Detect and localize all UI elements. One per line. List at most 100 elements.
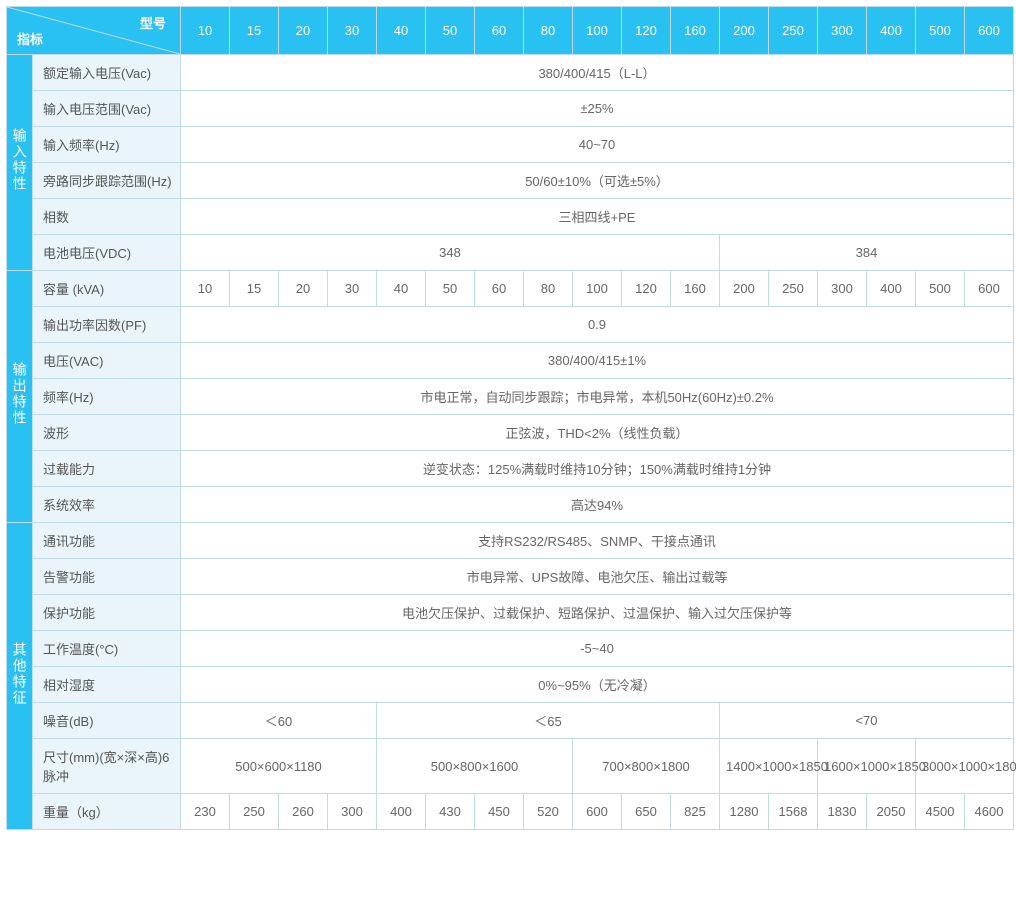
cell: 400 bbox=[377, 794, 426, 830]
row-value: 逆变状态：125%满载时维持10分钟；150%满载时维持1分钟 bbox=[181, 451, 1014, 487]
row-value: 支持RS232/RS485、SNMP、干接点通讯 bbox=[181, 523, 1014, 559]
row-label: 输入电压范围(Vac) bbox=[33, 91, 181, 127]
row-value: 500×600×1180 bbox=[181, 739, 377, 794]
cell: 230 bbox=[181, 794, 230, 830]
model-col: 60 bbox=[475, 7, 524, 55]
table-row: 输出特性 容量 (kVA) 10 15 20 30 40 50 60 80 10… bbox=[7, 271, 1014, 307]
table-row: 相对湿度 0%~95%（无冷凝） bbox=[7, 667, 1014, 703]
table-row: 重量（kg） 230 250 260 300 400 430 450 520 6… bbox=[7, 794, 1014, 830]
model-axis-label: 型号 bbox=[140, 13, 166, 32]
cell: 400 bbox=[867, 271, 916, 307]
cell: 40 bbox=[377, 271, 426, 307]
row-label: 保护功能 bbox=[33, 595, 181, 631]
row-value: ＜65 bbox=[377, 703, 720, 739]
row-value: ＜60 bbox=[181, 703, 377, 739]
cell: 825 bbox=[671, 794, 720, 830]
cell: 30 bbox=[328, 271, 377, 307]
row-value: 50/60±10%（可选±5%） bbox=[181, 163, 1014, 199]
row-value: 正弦波，THD<2%（线性负载） bbox=[181, 415, 1014, 451]
table-row: 电压(VAC) 380/400/415±1% bbox=[7, 343, 1014, 379]
cell: 15 bbox=[230, 271, 279, 307]
cell: 100 bbox=[573, 271, 622, 307]
row-value: 348 bbox=[181, 235, 720, 271]
row-value: 40~70 bbox=[181, 127, 1014, 163]
cell: 1568 bbox=[769, 794, 818, 830]
cell: 260 bbox=[279, 794, 328, 830]
row-label: 旁路同步跟踪范围(Hz) bbox=[33, 163, 181, 199]
table-row: 输入特性 额定输入电压(Vac) 380/400/415（L-L） bbox=[7, 55, 1014, 91]
cell: 4600 bbox=[965, 794, 1014, 830]
row-value: <70 bbox=[720, 703, 1014, 739]
cell: 80 bbox=[524, 271, 573, 307]
cell: 4500 bbox=[916, 794, 965, 830]
row-label: 波形 bbox=[33, 415, 181, 451]
cell: 450 bbox=[475, 794, 524, 830]
row-label: 系统效率 bbox=[33, 487, 181, 523]
table-row: 输入频率(Hz) 40~70 bbox=[7, 127, 1014, 163]
row-value: 500×800×1600 bbox=[377, 739, 573, 794]
row-value: 380/400/415（L-L） bbox=[181, 55, 1014, 91]
model-col: 100 bbox=[573, 7, 622, 55]
table-row: 其他特征 通讯功能 支持RS232/RS485、SNMP、干接点通讯 bbox=[7, 523, 1014, 559]
table-row: 系统效率 高达94% bbox=[7, 487, 1014, 523]
row-value: 384 bbox=[720, 235, 1014, 271]
cell: 50 bbox=[426, 271, 475, 307]
row-label: 频率(Hz) bbox=[33, 379, 181, 415]
table-row: 相数 三相四线+PE bbox=[7, 199, 1014, 235]
model-col: 300 bbox=[818, 7, 867, 55]
table-row: 电池电压(VDC) 348 384 bbox=[7, 235, 1014, 271]
model-col: 80 bbox=[524, 7, 573, 55]
cell: 600 bbox=[573, 794, 622, 830]
cell: 60 bbox=[475, 271, 524, 307]
table-row: 过载能力 逆变状态：125%满载时维持10分钟；150%满载时维持1分钟 bbox=[7, 451, 1014, 487]
model-col: 30 bbox=[328, 7, 377, 55]
row-label: 相对湿度 bbox=[33, 667, 181, 703]
table-row: 工作温度(°C) -5~40 bbox=[7, 631, 1014, 667]
table-row: 尺寸(mm)(宽×深×高)6脉冲 500×600×1180 500×800×16… bbox=[7, 739, 1014, 794]
cell: 500 bbox=[916, 271, 965, 307]
header-row: 型号 指标 10 15 20 30 40 50 60 80 100 120 16… bbox=[7, 7, 1014, 55]
row-label: 电池电压(VDC) bbox=[33, 235, 181, 271]
cell: 20 bbox=[279, 271, 328, 307]
row-value: 电池欠压保护、过载保护、短路保护、过温保护、输入过欠压保护等 bbox=[181, 595, 1014, 631]
table-row: 噪音(dB) ＜60 ＜65 <70 bbox=[7, 703, 1014, 739]
cell: 600 bbox=[965, 271, 1014, 307]
cell: 650 bbox=[622, 794, 671, 830]
model-col: 15 bbox=[230, 7, 279, 55]
cell: 1830 bbox=[818, 794, 867, 830]
model-col: 600 bbox=[965, 7, 1014, 55]
model-col: 500 bbox=[916, 7, 965, 55]
row-label: 相数 bbox=[33, 199, 181, 235]
cell: 160 bbox=[671, 271, 720, 307]
row-value: 市电异常、UPS故障、电池欠压、输出过载等 bbox=[181, 559, 1014, 595]
row-value: 0.9 bbox=[181, 307, 1014, 343]
row-value: 3000×1000×1800 bbox=[916, 739, 1014, 794]
row-value: 700×800×1800 bbox=[573, 739, 720, 794]
model-col: 50 bbox=[426, 7, 475, 55]
row-label: 通讯功能 bbox=[33, 523, 181, 559]
cell: 300 bbox=[818, 271, 867, 307]
model-col: 200 bbox=[720, 7, 769, 55]
model-col: 40 bbox=[377, 7, 426, 55]
row-value: 市电正常，自动同步跟踪；市电异常，本机50Hz(60Hz)±0.2% bbox=[181, 379, 1014, 415]
row-label: 告警功能 bbox=[33, 559, 181, 595]
row-label: 重量（kg） bbox=[33, 794, 181, 830]
indicator-axis-label: 指标 bbox=[17, 29, 43, 48]
cell: 10 bbox=[181, 271, 230, 307]
row-label: 电压(VAC) bbox=[33, 343, 181, 379]
table-row: 旁路同步跟踪范围(Hz) 50/60±10%（可选±5%） bbox=[7, 163, 1014, 199]
model-col: 250 bbox=[769, 7, 818, 55]
cell: 250 bbox=[230, 794, 279, 830]
row-value: 1600×1000×1850 bbox=[818, 739, 916, 794]
model-col: 10 bbox=[181, 7, 230, 55]
table-row: 频率(Hz) 市电正常，自动同步跟踪；市电异常，本机50Hz(60Hz)±0.2… bbox=[7, 379, 1014, 415]
model-col: 160 bbox=[671, 7, 720, 55]
row-value: 1400×1000×1850 bbox=[720, 739, 818, 794]
row-value: ±25% bbox=[181, 91, 1014, 127]
section-other: 其他特征 bbox=[7, 523, 33, 830]
table-row: 输入电压范围(Vac) ±25% bbox=[7, 91, 1014, 127]
cell: 1280 bbox=[720, 794, 769, 830]
row-value: 0%~95%（无冷凝） bbox=[181, 667, 1014, 703]
row-label: 输入频率(Hz) bbox=[33, 127, 181, 163]
row-label: 尺寸(mm)(宽×深×高)6脉冲 bbox=[33, 739, 181, 794]
